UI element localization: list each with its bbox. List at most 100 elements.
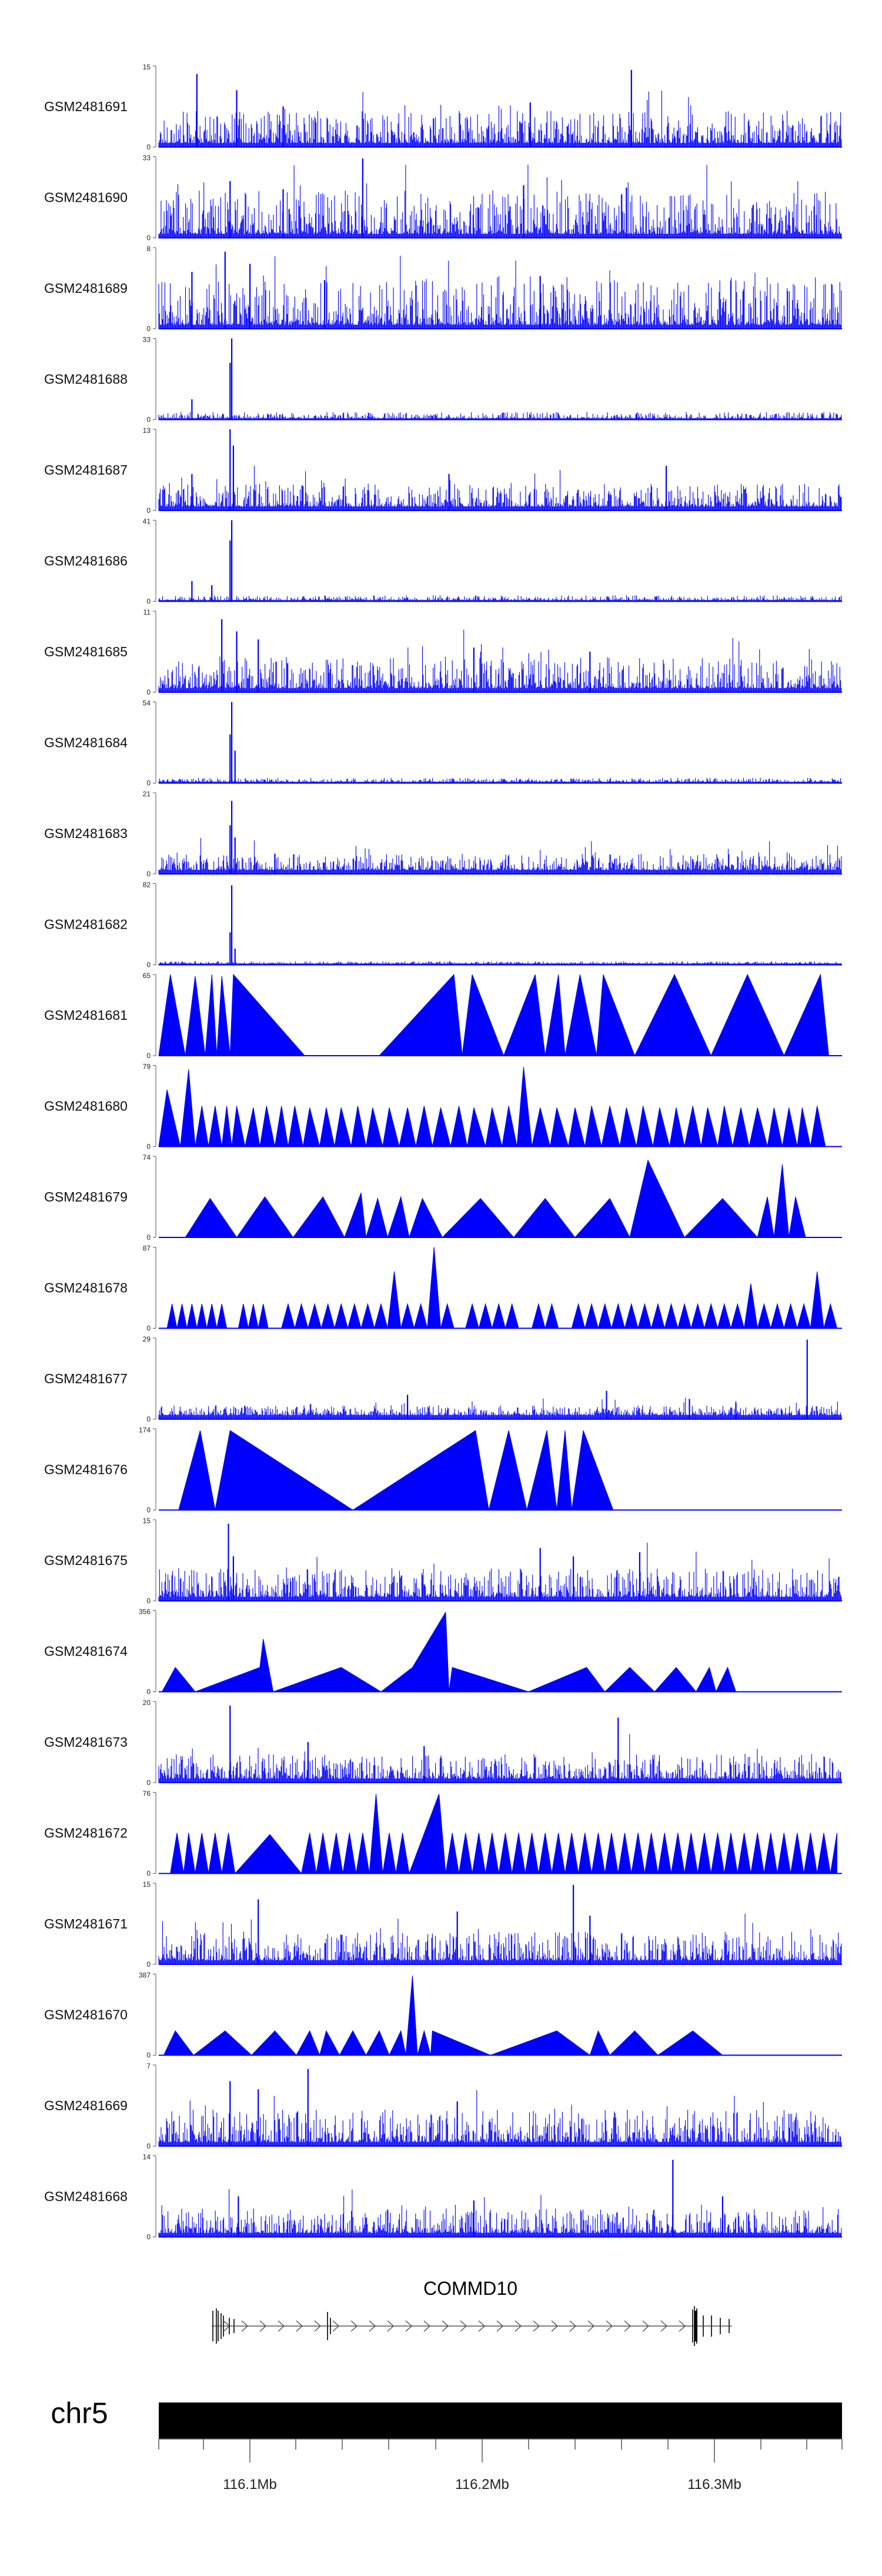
track-GSM2481690: GSM2481690 33 0	[44, 154, 842, 242]
strand-arrow	[296, 2320, 303, 2332]
y-min-label: 0	[146, 506, 151, 515]
gene-model	[212, 2306, 732, 2346]
y-min-label: 0	[146, 779, 151, 788]
strand-arrow	[460, 2320, 467, 2332]
strand-arrow	[496, 2320, 504, 2332]
y-min-label: 0	[146, 1506, 151, 1514]
y-min-label: 0	[146, 234, 151, 242]
track-label: GSM2481670	[44, 2007, 128, 2023]
track-GSM2481687: GSM2481687 13 0	[44, 426, 842, 515]
y-min-label: 0	[146, 1233, 151, 1242]
track-label: GSM2481669	[44, 2098, 128, 2113]
y-max-label: 7	[146, 2062, 151, 2070]
strand-arrow	[387, 2320, 395, 2332]
y-min-label: 0	[146, 961, 151, 969]
strand-arrow	[569, 2320, 577, 2332]
y-max-label: 65	[143, 972, 151, 980]
track-GSM2481684: GSM2481684 54 0	[44, 699, 842, 788]
signal-area	[166, 1247, 838, 1330]
strand-arrow	[314, 2320, 322, 2332]
track-GSM2481683: GSM2481683 21 0	[44, 790, 842, 878]
y-max-label: 14	[143, 2153, 151, 2161]
strand-arrow	[405, 2320, 413, 2332]
chromosome-label: chr5	[51, 2397, 108, 2430]
strand-arrow	[606, 2320, 613, 2332]
signal-area	[170, 1794, 837, 1875]
track-label: GSM2481674	[44, 1644, 128, 1659]
track-label: GSM2481676	[44, 1462, 128, 1477]
track-GSM2481691: GSM2481691 15 0	[44, 63, 842, 151]
y-min-label: 0	[146, 2051, 151, 2060]
signal-bars	[158, 1543, 842, 1601]
strand-arrow	[533, 2320, 540, 2332]
track-label: GSM2481672	[44, 1826, 128, 1841]
track-label: GSM2481680	[44, 1099, 128, 1114]
track-GSM2481688: GSM2481688 33 0	[44, 336, 842, 424]
y-max-label: 174	[139, 1426, 151, 1434]
signal-bars	[158, 1397, 842, 1419]
signal-bars	[158, 412, 842, 420]
y-min-label: 0	[146, 1324, 151, 1333]
track-label: GSM2481684	[44, 735, 128, 750]
x-tick-label-3: 116.3Mb	[687, 2477, 741, 2492]
track-label: GSM2481679	[44, 1189, 128, 1204]
y-max-label: 74	[143, 1153, 151, 1162]
y-min-label: 0	[146, 1870, 151, 1878]
y-max-label: 20	[143, 1699, 151, 1707]
y-max-label: 29	[143, 1335, 151, 1343]
signal-area	[158, 1067, 826, 1147]
y-max-label: 82	[143, 881, 151, 889]
y-max-label: 356	[139, 1608, 151, 1616]
y-min-label: 0	[146, 416, 151, 424]
y-max-label: 21	[143, 790, 151, 798]
strand-arrow	[350, 2320, 358, 2332]
track-label: GSM2481687	[44, 462, 128, 478]
y-max-label: 33	[143, 154, 151, 162]
y-max-label: 13	[143, 426, 151, 435]
gene-label: COMMD10	[423, 2278, 517, 2299]
y-min-label: 0	[146, 2142, 151, 2150]
track-GSM2481685: GSM2481685 11 0	[44, 608, 842, 696]
strand-arrow	[587, 2320, 595, 2332]
y-min-label: 0	[146, 598, 151, 606]
signal-area	[158, 973, 829, 1057]
y-min-label: 0	[146, 325, 151, 333]
track-label: GSM2481673	[44, 1734, 128, 1750]
track-label: GSM2481689	[44, 281, 128, 296]
track-GSM2481674: GSM2481674 356 0	[44, 1608, 842, 1696]
track-GSM2481681: GSM2481681 65 0	[44, 972, 842, 1060]
track-GSM2481686: GSM2481686 41 0	[44, 518, 842, 606]
chromosome-ideogram	[159, 2403, 842, 2439]
track-label: GSM2481683	[44, 826, 128, 841]
track-label: GSM2481688	[44, 372, 128, 387]
signal-bars	[158, 1914, 842, 1964]
x-tick-label-2: 116.2Mb	[455, 2477, 509, 2492]
track-label: GSM2481671	[44, 1916, 128, 1931]
strand-arrow	[642, 2320, 650, 2332]
track-GSM2481668: GSM2481668 14 0	[44, 2153, 842, 2241]
y-min-label: 0	[146, 2233, 151, 2241]
y-min-label: 0	[146, 1052, 151, 1060]
strand-arrow	[551, 2320, 559, 2332]
signal-bars	[158, 778, 842, 783]
strand-arrow	[423, 2320, 431, 2332]
track-GSM2481671: GSM2481671 15 0	[44, 1880, 842, 1968]
track-label: GSM2481685	[44, 644, 128, 659]
strand-arrow	[259, 2320, 267, 2332]
signal-area	[161, 1611, 737, 1693]
strand-arrow	[442, 2320, 449, 2332]
signal-bars	[158, 165, 842, 238]
y-min-label: 0	[146, 1415, 151, 1423]
signal-area	[185, 1159, 806, 1239]
signal-bars	[158, 629, 842, 692]
strand-arrow	[624, 2320, 632, 2332]
y-min-label: 0	[146, 143, 151, 151]
track-label: GSM2481677	[44, 1371, 128, 1386]
track-label: GSM2481678	[44, 1280, 128, 1296]
strand-arrow	[660, 2320, 668, 2332]
gene-exon-block	[694, 2311, 697, 2341]
signal-bars	[158, 2189, 842, 2237]
track-GSM2481676: GSM2481676 174 0	[44, 1426, 842, 1514]
y-max-label: 11	[143, 608, 151, 616]
